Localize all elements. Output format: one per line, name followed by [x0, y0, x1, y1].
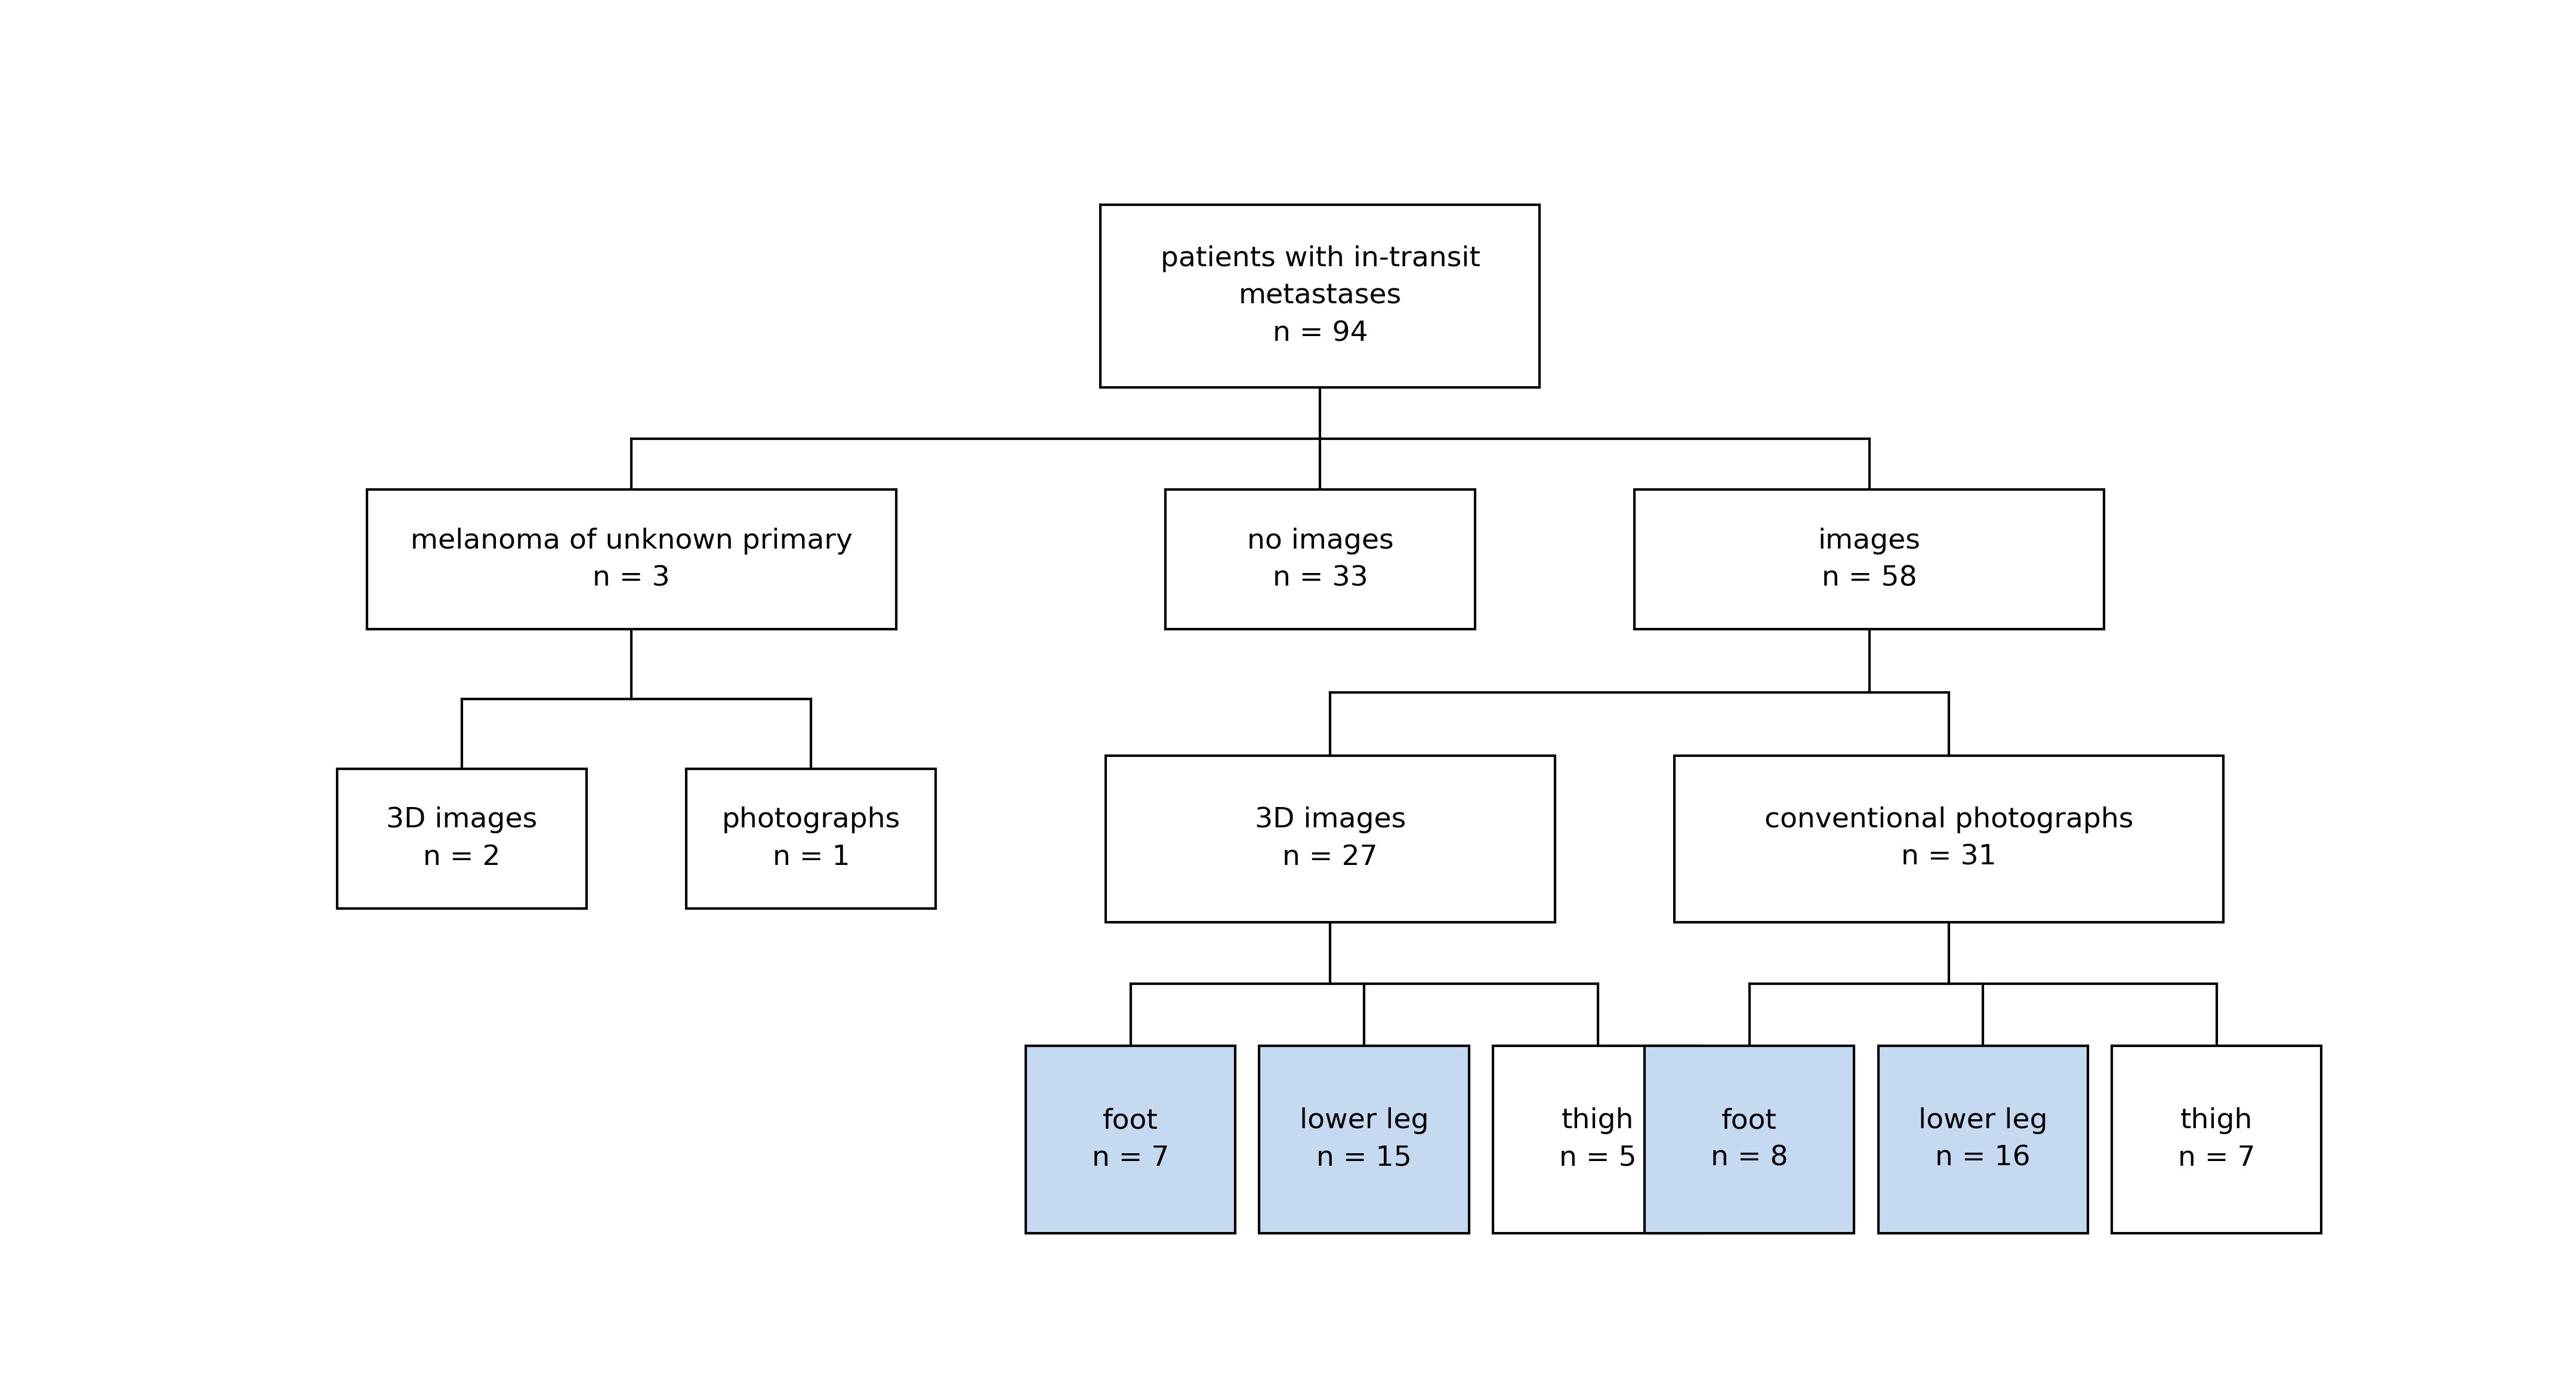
- Text: lower leg
n = 16: lower leg n = 16: [1919, 1108, 2048, 1172]
- Text: thigh
n = 7: thigh n = 7: [2177, 1108, 2254, 1172]
- Text: patients with in-transit
metastases
n = 94: patients with in-transit metastases n = …: [1159, 246, 1481, 347]
- FancyBboxPatch shape: [1636, 490, 2105, 629]
- FancyBboxPatch shape: [1025, 1045, 1236, 1233]
- FancyBboxPatch shape: [685, 769, 935, 908]
- Text: photographs
n = 1: photographs n = 1: [721, 806, 902, 870]
- FancyBboxPatch shape: [2112, 1045, 2321, 1233]
- FancyBboxPatch shape: [1164, 490, 1476, 629]
- Text: conventional photographs
n = 31: conventional photographs n = 31: [1765, 806, 2133, 870]
- FancyBboxPatch shape: [1674, 756, 2223, 922]
- FancyBboxPatch shape: [1260, 1045, 1468, 1233]
- Text: no images
n = 33: no images n = 33: [1247, 527, 1394, 591]
- Text: lower leg
n = 15: lower leg n = 15: [1298, 1108, 1430, 1172]
- Text: foot
n = 8: foot n = 8: [1710, 1108, 1788, 1172]
- FancyBboxPatch shape: [337, 769, 587, 908]
- FancyBboxPatch shape: [1494, 1045, 1703, 1233]
- Text: melanoma of unknown primary
n = 3: melanoma of unknown primary n = 3: [410, 527, 853, 591]
- FancyBboxPatch shape: [1878, 1045, 2087, 1233]
- Text: thigh
n = 5: thigh n = 5: [1558, 1108, 1636, 1172]
- Text: foot
n = 7: foot n = 7: [1092, 1108, 1170, 1172]
- FancyBboxPatch shape: [1105, 756, 1556, 922]
- Text: images
n = 58: images n = 58: [1819, 527, 1922, 591]
- Text: 3D images
n = 27: 3D images n = 27: [1255, 806, 1406, 870]
- FancyBboxPatch shape: [1643, 1045, 1855, 1233]
- FancyBboxPatch shape: [366, 490, 896, 629]
- FancyBboxPatch shape: [1100, 205, 1540, 388]
- Text: 3D images
n = 2: 3D images n = 2: [386, 806, 538, 870]
